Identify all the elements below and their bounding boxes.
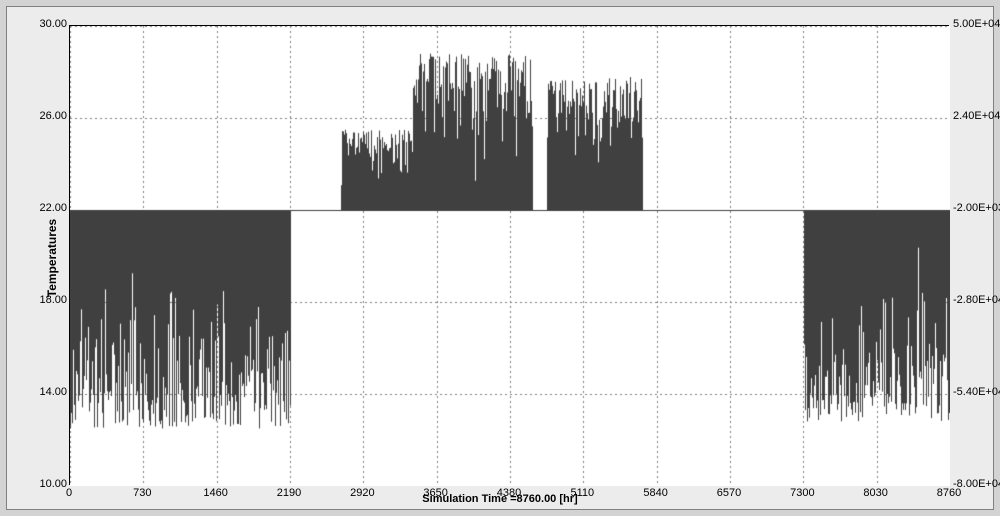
x-tick: 2190 bbox=[277, 487, 301, 499]
y-left-tick: 18.00 bbox=[39, 294, 67, 306]
y-left-tick: 30.00 bbox=[39, 18, 67, 30]
y-left-tick: 10.00 bbox=[39, 478, 67, 490]
chart-frame: Temperatures Heat transfer rates Simulat… bbox=[6, 6, 994, 510]
x-tick: 2920 bbox=[350, 487, 374, 499]
y-left-tick: 22.00 bbox=[39, 202, 67, 214]
x-tick: 7300 bbox=[790, 487, 814, 499]
chart-canvas bbox=[70, 26, 950, 486]
x-tick: 4380 bbox=[497, 487, 521, 499]
x-tick: 730 bbox=[133, 487, 151, 499]
y-right-tick: -5.40E+04 bbox=[953, 386, 1000, 398]
y-left-tick: 26.00 bbox=[39, 110, 67, 122]
y-right-tick: 2.40E+04 bbox=[953, 110, 1000, 122]
y-left-tick: 14.00 bbox=[39, 386, 67, 398]
x-tick: 6570 bbox=[717, 487, 741, 499]
y-axis-label-left: Temperatures bbox=[45, 219, 59, 297]
x-tick: 8760 bbox=[937, 487, 961, 499]
x-tick: 3650 bbox=[423, 487, 447, 499]
y-right-tick: -2.80E+04 bbox=[953, 294, 1000, 306]
plot-area bbox=[69, 25, 949, 485]
x-tick: 0 bbox=[66, 487, 72, 499]
y-right-tick: 5.00E+04 bbox=[953, 18, 1000, 30]
x-tick: 8030 bbox=[863, 487, 887, 499]
x-tick: 1460 bbox=[203, 487, 227, 499]
y-right-tick: -2.00E+03 bbox=[953, 202, 1000, 214]
x-tick: 5840 bbox=[643, 487, 667, 499]
x-tick: 5110 bbox=[571, 487, 595, 499]
